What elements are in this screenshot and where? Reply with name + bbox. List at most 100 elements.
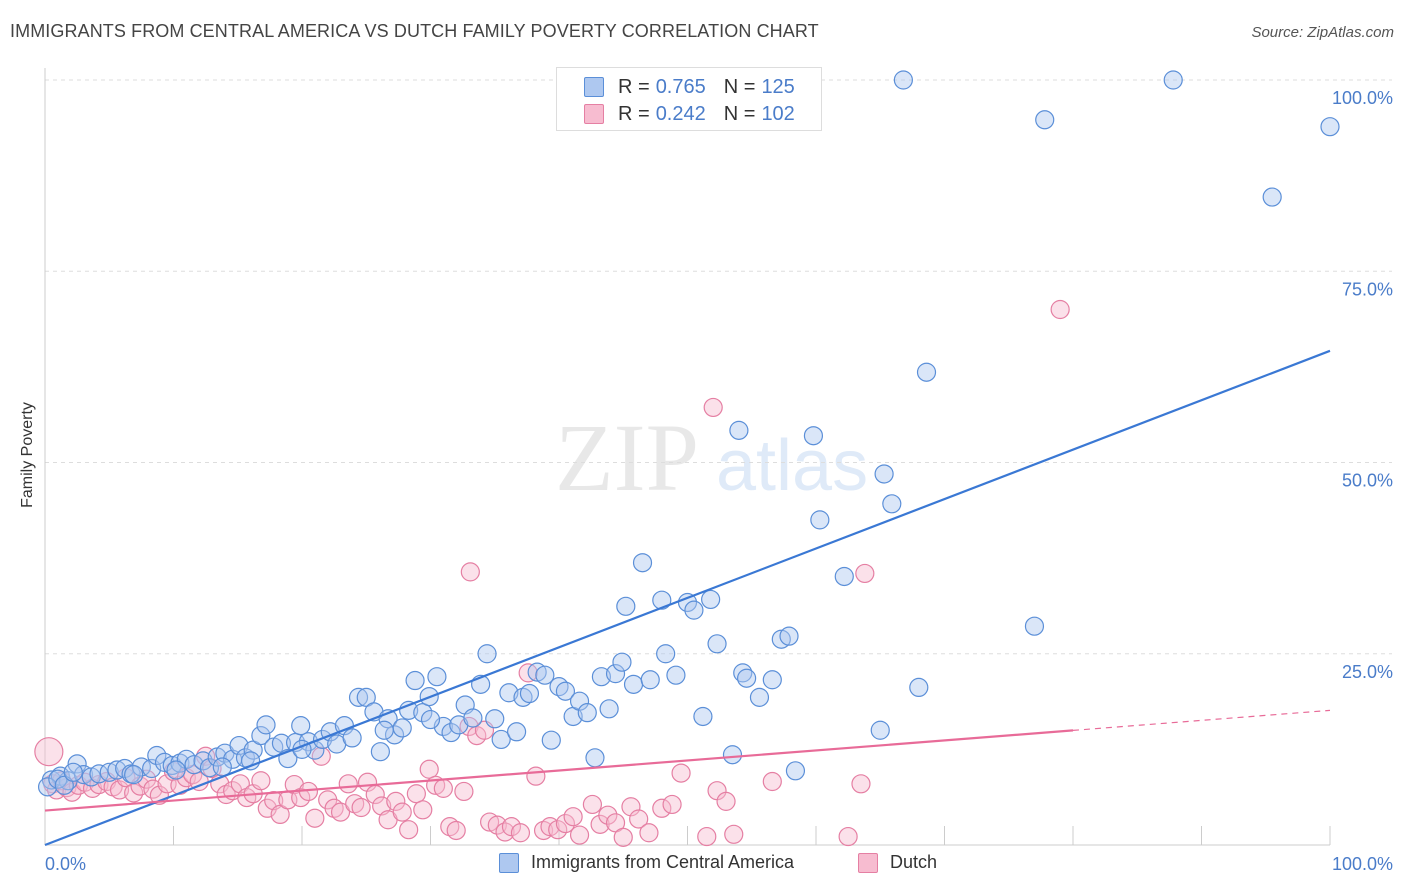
dutch-point: [251, 771, 271, 791]
y-tick-label: 50.0%: [1342, 471, 1393, 491]
dutch-point: [109, 780, 130, 800]
central-america-point: [693, 706, 713, 727]
central-america-point: [785, 761, 806, 781]
central-america-point: [81, 767, 101, 787]
central-america-point: [599, 699, 619, 719]
dutch-point: [305, 808, 325, 828]
legend-label-dutch: Dutch: [890, 852, 938, 872]
legend-row-dutch: R = 0.242 N = 102: [557, 101, 795, 127]
central-america-point: [374, 720, 394, 740]
dutch-point: [460, 562, 480, 582]
central-america-point: [506, 722, 527, 742]
dutch-point: [838, 826, 858, 847]
dutch-point: [548, 820, 568, 840]
legend-swatch-pink: [858, 852, 878, 873]
dutch-point: [652, 798, 672, 818]
central-america-point: [63, 762, 83, 782]
dutch-point: [1050, 299, 1070, 320]
dutch-point: [555, 813, 576, 834]
central-america-point: [555, 681, 576, 701]
central-america-point: [1163, 70, 1183, 90]
dutch-point: [399, 820, 419, 840]
legend-swatch-blue: [584, 77, 604, 97]
legend-swatch-pink: [584, 104, 604, 124]
central-america-point: [147, 745, 167, 766]
central-america-point: [585, 748, 605, 768]
central-america-point: [131, 757, 151, 777]
central-america-point: [1320, 117, 1340, 137]
dutch-point: [89, 774, 109, 795]
central-america-point: [342, 728, 362, 748]
dutch-point: [446, 820, 466, 841]
watermark-zip: ZIP: [555, 404, 699, 511]
dutch-point: [419, 759, 439, 779]
central-america-point: [54, 775, 74, 795]
dutch-point: [386, 791, 406, 811]
central-america-point: [684, 600, 704, 620]
dutch-point: [454, 781, 474, 802]
central-america-point: [882, 494, 902, 514]
legend-swatch-blue: [499, 852, 519, 873]
dutch-point: [598, 805, 618, 825]
legend-r-label: R =: [618, 102, 650, 125]
central-america-point: [527, 662, 547, 682]
central-america-point: [612, 652, 632, 672]
watermark: ZIP atlas: [555, 404, 868, 511]
central-america-point: [154, 752, 175, 772]
legend-item-dutch[interactable]: Dutch: [858, 852, 937, 873]
central-america-point: [477, 644, 497, 664]
legend-r-value: 0.765: [655, 75, 706, 98]
dutch-point: [629, 809, 649, 829]
dutch-point: [480, 812, 500, 832]
central-america-point: [99, 762, 119, 782]
central-america-point: [909, 677, 929, 698]
central-america-point: [291, 716, 311, 736]
dutch-point: [330, 802, 351, 822]
x-tick-label: 0.0%: [45, 854, 86, 874]
dutch-point: [540, 817, 560, 837]
central-america-point: [666, 665, 686, 685]
dutch-point: [526, 766, 546, 786]
grid: [45, 79, 1392, 655]
dutch-point: [662, 794, 682, 815]
dutch-trend-line: [44, 729, 1074, 812]
central-america-point: [166, 760, 186, 780]
chart-title: IMMIGRANTS FROM CENTRAL AMERICA VS DUTCH…: [10, 21, 819, 41]
central-america-point: [779, 626, 799, 646]
central-america-point: [348, 687, 369, 707]
dutch-point: [716, 791, 736, 811]
dutch-point: [510, 823, 531, 843]
dutch-point: [613, 827, 633, 847]
dutch-point: [582, 794, 603, 815]
dutch-point: [433, 778, 453, 798]
y-tick-label: 25.0%: [1342, 662, 1393, 682]
central-america-point: [519, 683, 540, 704]
legend-r-value: 0.242: [655, 102, 706, 125]
central-america-point: [733, 663, 753, 683]
legend-n-label: N =: [723, 75, 756, 98]
central-america-point: [229, 735, 249, 756]
central-america-point: [623, 674, 644, 694]
axes: [44, 68, 1331, 846]
stats-legend: R = 0.765 N = 125 R = 0.242 N = 102: [556, 67, 822, 131]
legend-item-central-america[interactable]: Immigrants from Central America: [499, 852, 794, 873]
source-label: Source: ZipAtlas.com: [1251, 24, 1394, 41]
central-america-point: [491, 729, 511, 750]
legend-row-central-america: R = 0.765 N = 125: [557, 74, 795, 100]
dutch-point: [639, 823, 659, 843]
central-america-point: [256, 715, 276, 735]
central-america-point: [762, 670, 782, 690]
central-america-point: [1024, 616, 1045, 636]
central-america-point: [652, 590, 672, 610]
dutch-point: [291, 787, 311, 808]
dutch-point: [855, 563, 875, 584]
y-tick-label: 75.0%: [1342, 279, 1393, 299]
central-america-point: [656, 644, 676, 664]
central-america-point: [874, 464, 894, 484]
central-america-point: [241, 751, 261, 771]
central-america-point: [729, 420, 749, 440]
dutch-point: [851, 774, 871, 794]
central-america-point: [707, 634, 727, 654]
central-america-point: [1262, 187, 1282, 207]
central-america-point: [803, 426, 824, 446]
